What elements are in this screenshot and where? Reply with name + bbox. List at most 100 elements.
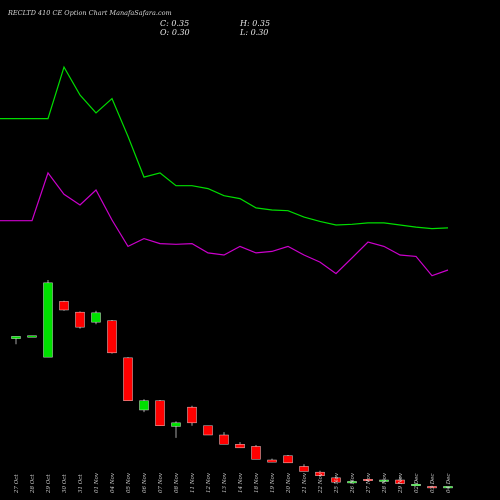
candle-body-bearish <box>107 320 117 354</box>
candle-body-bearish <box>203 425 213 436</box>
open-readout: O: 0.30 <box>160 28 190 37</box>
candle-16 <box>251 445 261 460</box>
candle-body-bullish <box>171 422 181 427</box>
candle-7 <box>107 320 117 354</box>
candle-1 <box>11 336 21 345</box>
candle-4 <box>59 300 69 311</box>
indicator-line-1 <box>0 65 449 230</box>
candle-body-bearish <box>427 486 437 489</box>
candle-15 <box>235 442 245 449</box>
low-readout: L: 0.30 <box>240 28 268 37</box>
candle-8 <box>123 357 133 401</box>
candle-body-bearish <box>123 357 133 401</box>
x-tick-label: 25 Nov <box>334 472 340 494</box>
candle-12 <box>187 405 197 426</box>
x-tick-label: 20 Nov <box>286 472 292 494</box>
x-tick-label: 12 Nov <box>206 472 212 493</box>
candle-17 <box>267 458 277 463</box>
candle-19 <box>299 464 309 472</box>
x-tick-label: 22 Nov <box>318 472 324 494</box>
candle-body-bullish <box>43 282 53 358</box>
x-tick-label: 06 Nov <box>142 472 148 493</box>
high-label: H: <box>240 19 250 28</box>
candle-body-bearish <box>315 471 325 476</box>
candle-body-bullish <box>443 486 453 489</box>
candle-body-bearish <box>363 479 373 481</box>
candle-22 <box>347 480 357 484</box>
indicator-line-2 <box>0 171 449 277</box>
candle-body-bearish <box>219 434 229 445</box>
candle-21 <box>331 477 341 483</box>
chart-title: RECLTD 410 CE Option Chart ManafaSafara.… <box>8 9 172 17</box>
x-tick-label: 14 Nov <box>238 472 244 493</box>
candle-18 <box>283 455 293 464</box>
candle-body-bearish <box>251 446 261 460</box>
candle-body-bearish <box>59 301 69 311</box>
candle-body-bearish <box>299 466 309 472</box>
candle-body-bullish <box>411 484 421 486</box>
candle-20 <box>315 470 325 476</box>
x-tick-label: 08 Nov <box>174 472 180 493</box>
x-tick-label: 27 Nov <box>366 472 372 494</box>
x-tick-label: 07 Nov <box>158 472 164 493</box>
x-tick-label: 29 Oct <box>46 474 52 494</box>
candle-10 <box>155 400 165 426</box>
candle-body-bullish <box>347 481 357 484</box>
candle-13 <box>203 425 213 436</box>
candle-body-bearish <box>187 406 197 424</box>
x-axis-ticks: 27 Oct 28 Oct 29 Oct 30 Oct 31 Oct 01 Nov 04 N… <box>14 472 452 494</box>
x-tick-label: 28 Oct <box>30 474 36 494</box>
candle-6 <box>91 310 101 325</box>
x-tick-label: 01 Nov <box>94 472 100 493</box>
x-tick-label: 27 Oct <box>14 474 20 494</box>
candle-body-bullish <box>139 400 149 411</box>
open-value: 0.30 <box>171 28 190 37</box>
x-tick-label: 31 Oct <box>78 474 84 493</box>
x-tick-label: 13 Nov <box>222 472 228 493</box>
candle-23 <box>363 478 373 481</box>
x-tick-label: 28 Nov <box>382 472 388 494</box>
candle-body-bullish <box>91 312 101 323</box>
candle-14 <box>219 432 229 445</box>
candle-2 <box>27 335 37 338</box>
close-value: 0.35 <box>171 19 190 28</box>
x-tick-label: 19 Nov <box>270 472 276 493</box>
candle-body-bearish <box>235 444 245 449</box>
candle-body-bullish <box>27 335 37 338</box>
candle-body-bullish <box>379 479 389 482</box>
x-tick-label: 05 Nov <box>126 472 132 493</box>
high-readout: H: 0.35 <box>240 19 270 28</box>
indicator-lines <box>0 65 449 277</box>
x-tick-label: 30 Oct <box>62 474 68 493</box>
x-tick-label: 26 Nov <box>350 472 356 494</box>
x-tick-label: 04 Dec <box>446 474 452 494</box>
candle-25 <box>395 476 405 484</box>
candle-body-bearish <box>395 479 405 484</box>
x-tick-label: 29 Nov <box>398 472 404 494</box>
low-label: L: <box>240 28 249 37</box>
candle-5 <box>75 311 85 329</box>
candle-body-bearish <box>75 311 85 328</box>
open-label: O: <box>160 28 170 37</box>
candle-27 <box>427 485 437 489</box>
candle-11 <box>171 421 181 438</box>
candle-28 <box>443 486 453 489</box>
x-tick-label: 18 Nov <box>254 472 260 493</box>
candle-body-bearish <box>331 477 341 483</box>
candle-body-bullish <box>11 336 21 339</box>
high-value: 0.35 <box>252 19 271 28</box>
candle-26 <box>411 483 421 486</box>
candle-body-bearish <box>155 400 165 426</box>
x-tick-label: 02 Dec <box>414 474 420 494</box>
x-tick-label: 03 Dec <box>430 474 436 494</box>
close-label: C: <box>160 19 169 28</box>
x-tick-label: 11 Nov <box>190 472 196 493</box>
low-value: 0.30 <box>250 28 269 37</box>
candle-3 <box>43 280 53 358</box>
candle-24 <box>379 479 389 483</box>
candle-body-bearish <box>267 459 277 463</box>
candles <box>11 280 453 489</box>
x-tick-label: 04 Nov <box>110 472 116 493</box>
close-readout: C: 0.35 <box>160 19 189 28</box>
